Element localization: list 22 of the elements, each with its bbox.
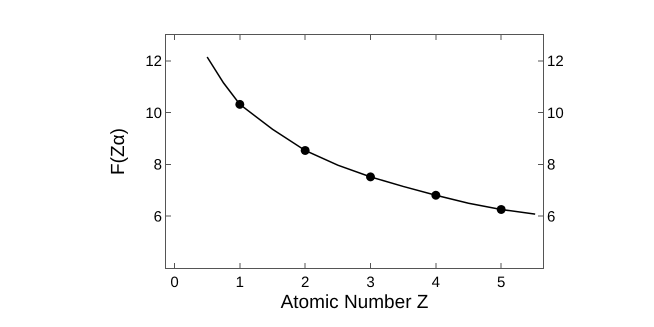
x-tick-label: 1	[236, 274, 244, 291]
line-series	[206, 56, 536, 215]
y-axis-title: F(Zα)	[108, 128, 130, 175]
point	[366, 172, 376, 182]
y2-tick-label: 10	[547, 104, 564, 122]
x-tick-label: 2	[301, 274, 310, 291]
y2-tick-label: 6	[547, 208, 556, 226]
x-tick-label: 5	[497, 274, 506, 291]
y-tick-label: 8	[154, 156, 162, 174]
x-tick-label: 3	[366, 274, 375, 291]
y-tick-label: 10	[145, 104, 162, 122]
point	[431, 190, 440, 200]
y2-tick-label: 8	[547, 156, 556, 174]
x-axis-title: Atomic Number Z	[280, 292, 429, 313]
point	[235, 100, 244, 109]
point	[300, 146, 310, 155]
y2-tick-label: 12	[547, 53, 564, 70]
x-tick-label: 0	[170, 274, 179, 291]
x-tick-label: 4	[432, 274, 440, 291]
y-tick-label: 12	[145, 53, 162, 70]
y-tick-label: 6	[154, 208, 162, 226]
point	[496, 204, 506, 214]
